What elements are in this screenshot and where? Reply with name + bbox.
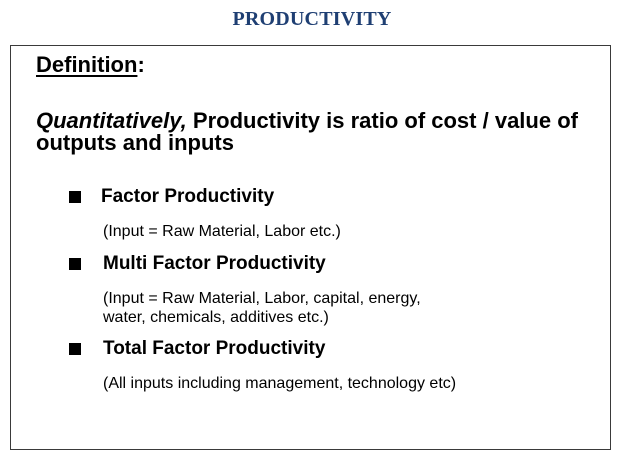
square-bullet-icon <box>69 343 81 355</box>
slide-title: PRODUCTIVITY <box>232 8 392 30</box>
bullet-total-factor-productivity: Total Factor Productivity <box>69 338 325 360</box>
bullet-detail: (Input = Raw Material, Labor, capital, e… <box>103 290 421 326</box>
definition-statement: Quantitatively, Productivity is ratio of… <box>36 110 606 154</box>
bullet-detail: (Input = Raw Material, Labor etc.) <box>103 223 341 240</box>
square-bullet-icon <box>69 191 81 203</box>
definition-heading-colon: : <box>137 52 145 77</box>
bullet-multi-factor-productivity: Multi Factor Productivity <box>69 253 326 275</box>
bullet-factor-productivity: Factor Productivity <box>69 186 274 208</box>
bullet-label: Total Factor Productivity <box>103 338 326 359</box>
square-bullet-icon <box>69 258 81 270</box>
definition-heading: Definition: <box>36 52 145 78</box>
content-box: Definition: Quantitatively, Productivity… <box>10 45 611 450</box>
bullet-label: Factor Productivity <box>101 186 275 207</box>
bullet-label: Multi Factor Productivity <box>103 253 326 274</box>
definition-statement-text: Productivity is ratio of cost / value of… <box>36 108 578 155</box>
definition-statement-emphasis: Quantitatively, <box>36 108 187 133</box>
definition-heading-label: Definition <box>36 52 138 77</box>
bullet-detail: (All inputs including management, techno… <box>103 375 457 392</box>
